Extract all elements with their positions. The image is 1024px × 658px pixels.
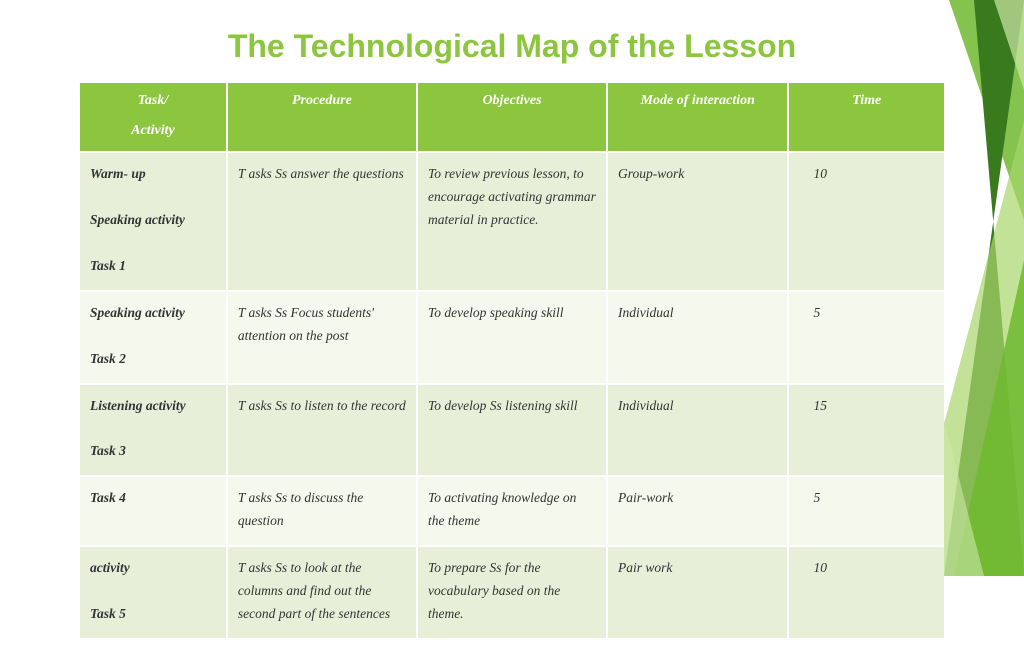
cell-procedure: T asks Ss to listen to the record [227,384,417,477]
page-title: The Technological Map of the Lesson [80,28,944,65]
cell-time: 10 [788,546,944,638]
cell-time: 10 [788,152,944,291]
cell-procedure: T asks Ss to discuss the question [227,476,417,546]
table-row: Speaking activityTask 2T asks Ss Focus s… [80,291,944,384]
cell-mode: Individual [607,384,788,477]
table-row: Warm- upSpeaking activityTask 1T asks Ss… [80,152,944,291]
table-row: Task 4T asks Ss to discuss the questionT… [80,476,944,546]
cell-objectives: To develop speaking skill [417,291,607,384]
lesson-table: Task/ Activity Procedure Objectives Mode… [80,83,944,638]
cell-objectives: To develop Ss listening skill [417,384,607,477]
table-row: Listening activityTask 3T asks Ss to lis… [80,384,944,477]
cell-time: 15 [788,384,944,477]
cell-time: 5 [788,476,944,546]
cell-mode: Pair-work [607,476,788,546]
col-header-mode: Mode of interaction [607,83,788,152]
cell-activity: Warm- upSpeaking activityTask 1 [80,152,227,291]
cell-mode: Group-work [607,152,788,291]
cell-mode: Individual [607,291,788,384]
cell-activity: activityTask 5 [80,546,227,638]
col-header-time: Time [788,83,944,152]
cell-procedure: T asks Ss to look at the columns and fin… [227,546,417,638]
col-header-procedure: Procedure [227,83,417,152]
col-header-objectives: Objectives [417,83,607,152]
cell-procedure: T asks Ss Focus students' attention on t… [227,291,417,384]
cell-time: 5 [788,291,944,384]
table-row: activityTask 5T asks Ss to look at the c… [80,546,944,638]
cell-activity: Task 4 [80,476,227,546]
cell-objectives: To activating knowledge on the theme [417,476,607,546]
cell-objectives: To review previous lesson, to encourage … [417,152,607,291]
cell-activity: Listening activityTask 3 [80,384,227,477]
cell-mode: Pair work [607,546,788,638]
col-header-activity: Task/ Activity [80,83,227,152]
cell-procedure: T asks Ss answer the questions [227,152,417,291]
cell-objectives: To prepare Ss for the vocabulary based o… [417,546,607,638]
cell-activity: Speaking activityTask 2 [80,291,227,384]
